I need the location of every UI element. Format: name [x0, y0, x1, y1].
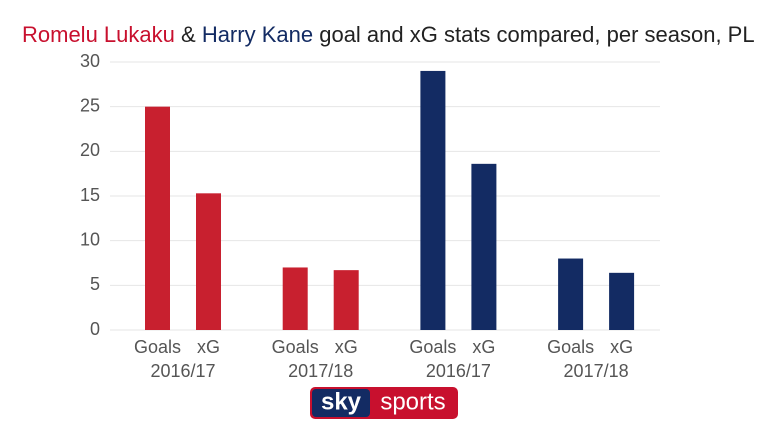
- x-tick-label: Goals: [134, 337, 181, 357]
- logo-left: [312, 389, 370, 417]
- bar: [609, 272, 635, 330]
- x-tick-label: xG: [610, 337, 633, 357]
- y-tick-label: 20: [80, 140, 100, 160]
- group-label: 2016/17: [426, 361, 491, 381]
- x-tick-label: Goals: [409, 337, 456, 357]
- logo-sports: sports: [380, 388, 445, 415]
- bar: [282, 267, 308, 330]
- bar: [558, 258, 584, 330]
- y-tick-label: 30: [80, 51, 100, 71]
- y-tick-label: 0: [90, 319, 100, 339]
- title-part: &: [181, 22, 196, 47]
- y-tick-label: 10: [80, 229, 100, 249]
- group-label: 2017/18: [288, 361, 353, 381]
- group-label: 2016/17: [150, 361, 215, 381]
- bar: [145, 106, 170, 331]
- x-tick-label: xG: [335, 337, 358, 357]
- title-part: Romelu Lukaku: [22, 22, 175, 47]
- group-label: 2017/18: [564, 361, 629, 381]
- y-tick-label: 5: [90, 274, 100, 294]
- bar: [333, 270, 359, 330]
- y-tick-label: 25: [80, 95, 100, 115]
- y-tick-label: 15: [80, 185, 100, 205]
- bar: [471, 163, 497, 330]
- title-part: Harry Kane: [202, 22, 313, 47]
- title-part: goal and xG stats compared, per season, …: [319, 22, 754, 47]
- bar: [196, 193, 221, 330]
- logo: sky sports: [310, 387, 458, 419]
- x-tick-label: xG: [472, 337, 495, 357]
- x-tick-label: xG: [197, 337, 220, 357]
- bar: [420, 70, 446, 330]
- x-tick-label: Goals: [272, 337, 319, 357]
- x-tick-label: Goals: [547, 337, 594, 357]
- chart-title: Romelu Lukaku & Harry Kane goal and xG s…: [22, 22, 755, 47]
- logo-sky: sky: [321, 388, 362, 415]
